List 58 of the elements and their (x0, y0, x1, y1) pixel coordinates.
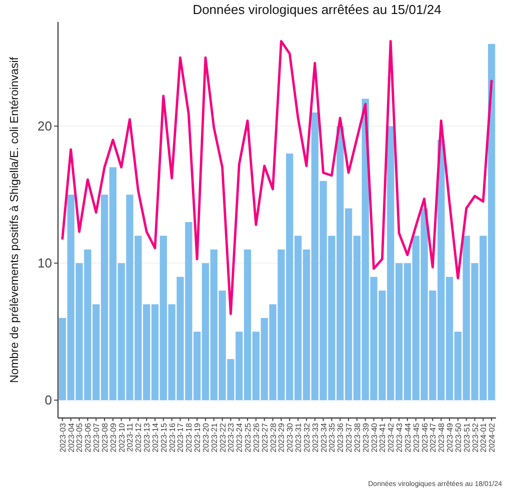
x-tick-label: 2023-41 (378, 422, 388, 452)
x-tick-label: 2023-06 (84, 422, 93, 452)
x-tick-label: 2023-45 (412, 422, 421, 452)
x-tick-label: 2023-03 (58, 422, 68, 452)
x-tick-label: 2023-26 (252, 422, 261, 452)
x-tick-label: 2024-02 (488, 422, 497, 452)
x-tick-label: 2023-21 (210, 422, 219, 452)
y-tick-label: 10 (38, 256, 52, 271)
x-tick-label: 2023-22 (218, 422, 228, 452)
x-tick-label: 2023-10 (117, 422, 126, 452)
x-tick-label: 2023-44 (403, 422, 412, 452)
chart-title: Données virologiques arrêtées au 15/01/24 (192, 2, 442, 17)
x-tick-label: 2023-23 (226, 422, 236, 452)
x-tick-label: 2023-48 (437, 422, 446, 452)
x-tick-label: 2023-28 (268, 422, 278, 452)
x-tick-label: 2023-46 (420, 422, 430, 452)
x-tick-label: 2023-36 (336, 422, 346, 452)
x-tick-label: 2023-34 (319, 422, 328, 452)
line-series (61, 40, 493, 316)
x-tick-label: 2023-14 (150, 422, 160, 452)
x-tick-label: 2023-05 (75, 422, 84, 452)
x-tick-label: 2023-40 (370, 422, 379, 452)
x-tick-label: 2023-38 (352, 422, 362, 452)
x-tick-label: 2023-24 (235, 422, 244, 452)
y-tick-label: 0 (44, 392, 52, 408)
x-tick-label: 2023-27 (260, 422, 270, 452)
x-tick-label: 2023-08 (100, 422, 110, 452)
x-tick-label: 2023-12 (134, 422, 144, 452)
x-tick-label: 2023-49 (446, 422, 455, 452)
x-tick-label: 2023-35 (328, 422, 337, 452)
x-tick-label: 2023-09 (108, 422, 118, 452)
x-tick-label: 2023-50 (454, 422, 463, 452)
y-tick-label: 20 (38, 118, 52, 134)
x-tick-label: 2023-47 (428, 422, 438, 452)
x-tick-label: 2023-11 (126, 422, 135, 452)
x-tick-label: 2023-37 (344, 422, 354, 452)
x-tick-label: 2023-19 (193, 422, 202, 452)
x-tick-label: 2023-31 (294, 422, 304, 452)
x-tick-label: 2023-33 (310, 422, 320, 452)
x-tick-label: 2023-51 (462, 422, 472, 452)
x-tick-label: 2023-25 (244, 422, 253, 452)
y-axis-title: Nombre de prélèvements positifs à Shigella/E. coli Entéroinvasif (9, 56, 21, 383)
x-tick-label: 2023-43 (395, 422, 404, 452)
x-tick-label: 2023-52 (470, 422, 480, 452)
x-tick-label: 2023-16 (168, 422, 177, 452)
x-tick-label: 2023-07 (92, 422, 102, 452)
x-tick-label: 2023-20 (201, 422, 210, 452)
x-tick-label: 2023-15 (159, 422, 168, 452)
x-tick-label: 2023-13 (142, 422, 152, 452)
x-tick-label: 2023-39 (361, 422, 370, 452)
x-tick-label: 2023-42 (386, 422, 396, 452)
x-tick-label: 2023-17 (176, 422, 186, 452)
x-tick-label: 2023-04 (66, 422, 76, 452)
x-tick-label: 2024-01 (479, 422, 488, 452)
x-tick-label: 2023-29 (277, 422, 286, 452)
x-tick-label: 2023-32 (302, 422, 312, 452)
x-tick-label: 2023-30 (286, 422, 295, 452)
x-tick-label: 2023-18 (184, 422, 194, 452)
